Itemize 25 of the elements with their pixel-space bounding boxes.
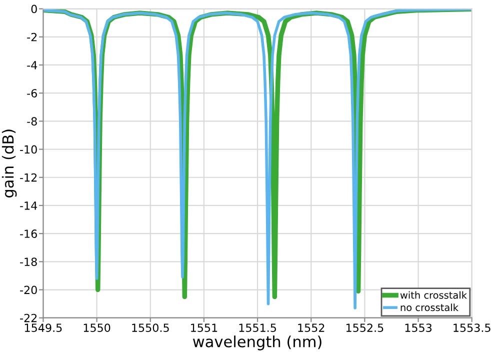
y-tick-label: -12 [20, 173, 37, 182]
y-tick-label: -8 [27, 117, 37, 126]
legend-label: with crosstalk [400, 291, 467, 299]
y-tick-label: -2 [27, 32, 37, 42]
y-tick-label: -6 [27, 89, 37, 98]
y-tick-label: -4 [27, 61, 38, 70]
x-tick-label: 1550 [84, 324, 110, 332]
y-tick-label: 0 [31, 4, 37, 14]
x-tick-label: 1550.5 [132, 324, 169, 332]
y-tick-label: -10 [20, 145, 37, 154]
y-tick-label: -22 [20, 314, 37, 322]
y-axis-title: gain (dB) [2, 130, 17, 198]
x-tick-label: 1553 [405, 324, 432, 332]
legend-label: no crosstalk [400, 304, 458, 312]
x-tick-label: 1549.5 [24, 324, 62, 332]
y-tick-label: -14 [20, 202, 38, 210]
x-tick-label: 1553.5 [454, 324, 490, 332]
x-tick-label: 1552 [298, 324, 324, 332]
x-tick-label: 1551 [191, 324, 218, 332]
x-tick-label: 1551.5 [239, 324, 276, 332]
x-tick-label: 1552.5 [346, 324, 384, 332]
y-tick-label: -20 [20, 286, 37, 294]
x-axis-title: wavelength (nm) [193, 336, 322, 350]
y-tick-label: -16 [20, 230, 37, 238]
y-tick-label: -18 [20, 258, 37, 266]
